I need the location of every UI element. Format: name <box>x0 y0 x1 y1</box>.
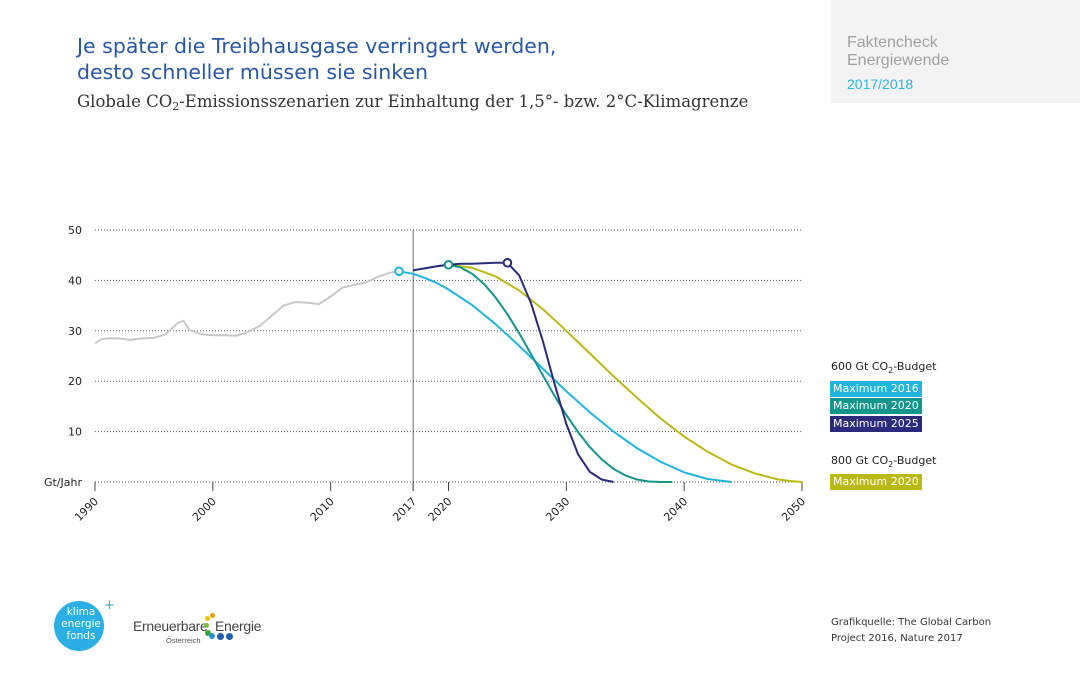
badge-year: 2017/2018 <box>847 76 914 92</box>
x-tick-label-2050: 2050 <box>779 495 808 524</box>
erneuerbare-energie-logo: Erneuerbare Energie Österreich <box>133 612 263 648</box>
klima-energie-fonds-logo: klima energie fonds + <box>54 598 115 651</box>
legend-group-600-pre: 600 Gt CO <box>831 360 889 373</box>
legend-group-600-post: -Budget <box>893 360 937 373</box>
peak-marker-maximum-2025 <box>502 257 513 268</box>
series-historical <box>94 269 402 345</box>
ee-logo-word-2: Energie <box>215 618 262 634</box>
kef-logo-line-1: klima <box>66 606 96 618</box>
series-maximum-2025-600 <box>413 261 614 483</box>
subtitle-subscript: 2 <box>172 100 180 113</box>
kef-logo-line-3: fonds <box>66 630 96 642</box>
peak-marker-maximum-2016 <box>394 266 404 277</box>
subtitle-part-1: Globale CO <box>77 92 173 111</box>
y-tick-label-10: 10 <box>68 426 82 439</box>
series-maximum-2020-600 <box>413 263 673 483</box>
badge-line-2: Energiewende <box>847 52 950 69</box>
chart-title: Je später die Treibhausgase verringert w… <box>77 33 637 85</box>
y-tick-label-30: 30 <box>68 325 82 338</box>
x-tick-label-2040: 2040 <box>661 495 690 524</box>
x-tick-label-2000: 2000 <box>190 495 219 524</box>
kef-logo-circle <box>54 601 104 651</box>
series-maximum-2020-800 <box>448 263 803 483</box>
source-line-2: Project 2016, Nature 2017 <box>831 633 963 644</box>
y-tick-label-40: 40 <box>68 274 82 287</box>
legend-item-maximum-2025: Maximum 2025 <box>830 416 922 432</box>
ee-logo-dot-yellow <box>205 616 210 621</box>
legend-group-600: 600 Gt CO2-Budget <box>831 360 936 375</box>
peak-marker-maximum-2020 <box>443 259 454 270</box>
ee-logo-dot-darkblue <box>217 633 224 640</box>
ee-logo-dot-blue <box>209 633 215 639</box>
legend-group-600-sub: 2 <box>888 366 894 376</box>
badge-line-1: Faktencheck <box>847 34 938 51</box>
legend-group-800-post: -Budget <box>893 454 937 467</box>
ee-logo-dot-green <box>204 623 209 628</box>
ee-logo-sub: Österreich <box>166 636 201 645</box>
legend-group-800: 800 Gt CO2-Budget <box>831 454 936 469</box>
kef-logo-plus: + <box>104 598 115 613</box>
kef-logo-line-2: energie <box>61 618 101 630</box>
chart-title-line-1: Je später die Treibhausgase verringert w… <box>77 34 557 58</box>
legend-group-800-pre: 800 Gt CO <box>831 454 889 467</box>
source-note: Grafikquelle: The Global Carbon Project … <box>831 615 1031 647</box>
subtitle-part-2: -Emissionsszenarien zur Einhaltung der 1… <box>179 92 749 111</box>
ee-logo-dot-darkgreen <box>205 630 211 636</box>
x-tick-label-2010: 2010 <box>308 495 337 524</box>
legend-item-maximum-2020: Maximum 2020 <box>830 398 922 414</box>
legend-group-800-sub: 2 <box>888 460 894 470</box>
x-tick-label-2020: 2020 <box>426 495 455 524</box>
faktencheck-badge: Faktencheck Energiewende 2017/2018 <box>831 0 1080 103</box>
legend-item-maximum-2020-800: Maximum 2020 <box>830 474 922 490</box>
chart-subtitle: Globale CO2-Emissionsszenarien zur Einha… <box>77 92 748 113</box>
y-tick-label-20: 20 <box>68 375 82 388</box>
x-tick-label-2030: 2030 <box>543 495 572 524</box>
x-tick-label-1990: 1990 <box>72 495 101 524</box>
ee-logo-dot-darkblue-2 <box>226 633 233 640</box>
source-line-1: Grafikquelle: The Global Carbon <box>831 617 992 628</box>
chart-title-line-2: desto schneller müssen sie sinken <box>77 60 428 84</box>
x-tick-label-2017: 2017 <box>390 495 419 524</box>
series-maximum-2016-600 <box>398 270 732 483</box>
legend-item-maximum-2016: Maximum 2016 <box>830 381 922 397</box>
y-axis-label: Gt/Jahr <box>44 476 82 489</box>
ee-logo-dot-orange <box>210 613 215 618</box>
ee-logo-word-1: Erneuerbare <box>133 618 208 634</box>
y-tick-label-50: 50 <box>68 224 82 237</box>
